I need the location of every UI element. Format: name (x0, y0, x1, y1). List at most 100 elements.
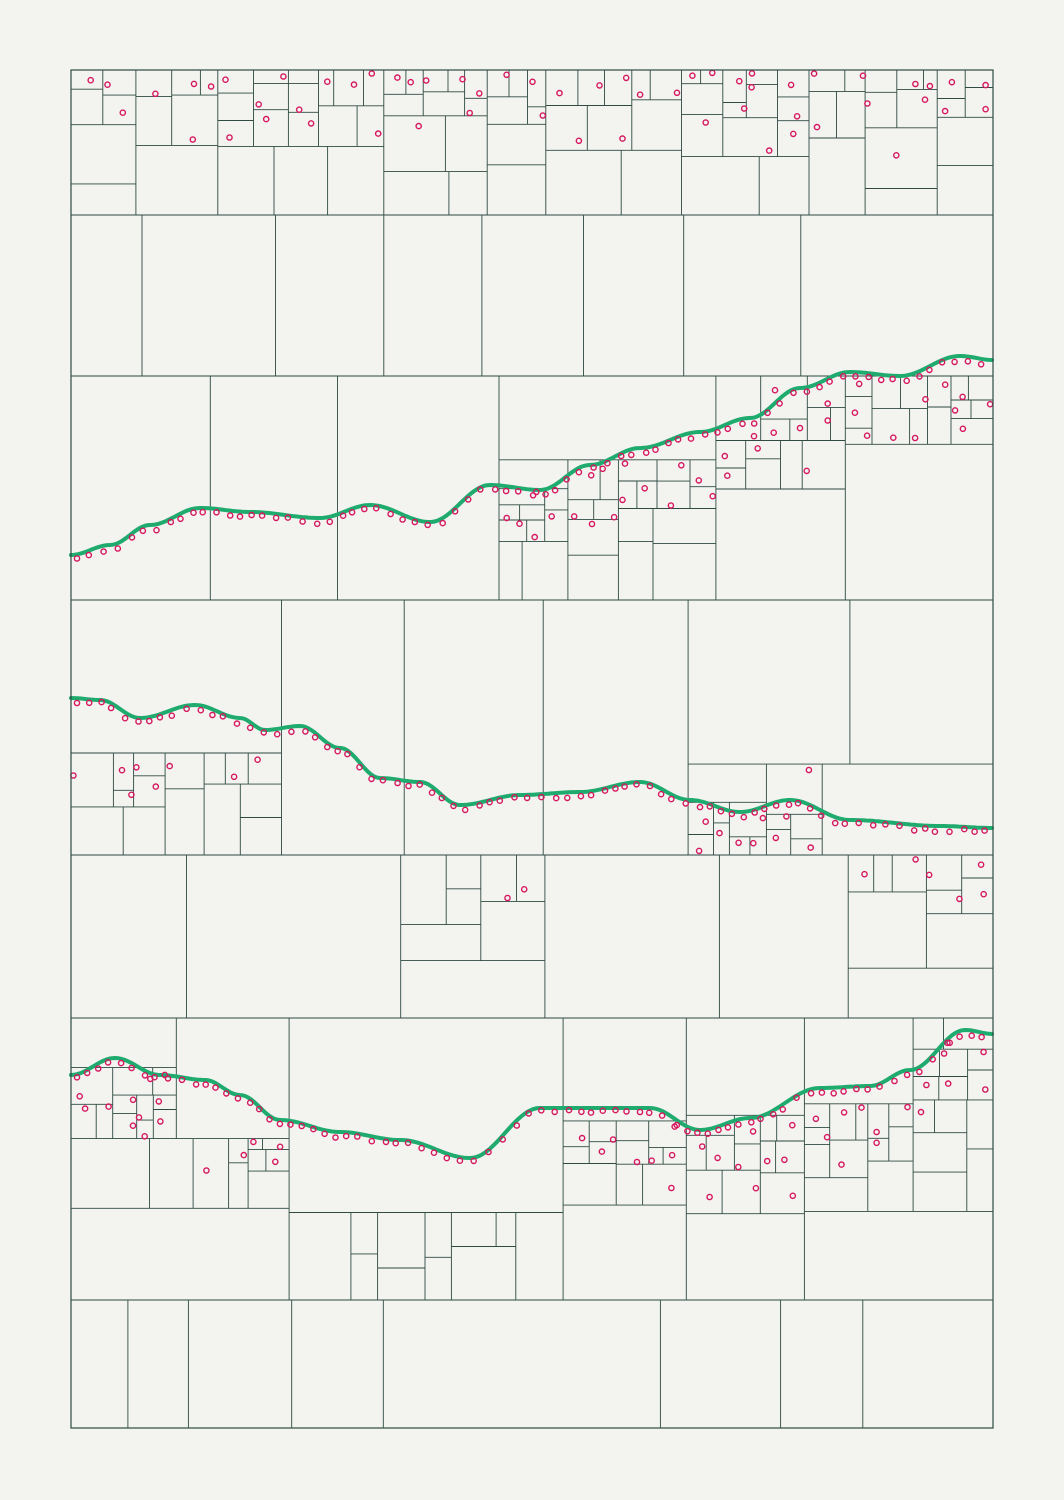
sample-point (121, 714, 129, 722)
frame-border (70, 69, 994, 1429)
sample-point (810, 70, 818, 77)
sample-point (151, 1073, 158, 1081)
sample-point (695, 477, 703, 484)
sample-point (684, 1127, 691, 1135)
sample-point (135, 1114, 143, 1121)
sample-point (157, 1118, 164, 1125)
sample-point (470, 1157, 478, 1165)
sample-point (673, 89, 681, 97)
sample-point (513, 1122, 521, 1129)
sample-point (360, 505, 368, 513)
sample-point (73, 555, 81, 562)
sample-point (623, 1108, 630, 1115)
sample-point (538, 793, 545, 801)
sample-point (636, 91, 644, 98)
sample-point (717, 807, 725, 815)
sample-point (575, 137, 583, 145)
sample-point (601, 787, 609, 794)
sample-point (128, 1064, 135, 1072)
sample-point (350, 81, 358, 88)
sample-point (830, 1090, 838, 1097)
sample-point (207, 83, 215, 90)
sample-point (588, 520, 596, 528)
sample-point (213, 508, 220, 516)
sample-point (889, 375, 896, 383)
sample-point (728, 810, 736, 818)
sample-point (598, 1148, 606, 1155)
sample-point (379, 776, 387, 784)
sample-point (687, 435, 695, 442)
sample-point (382, 1138, 390, 1146)
sample-point (230, 773, 238, 781)
sample-point (824, 400, 832, 407)
sample-point (789, 1121, 796, 1129)
sample-point (841, 820, 849, 828)
sample-point (411, 518, 419, 526)
sample-point (520, 886, 528, 893)
sample-point (348, 508, 356, 516)
sample-point (461, 806, 469, 814)
sample-point (689, 72, 696, 79)
sample-point (982, 105, 989, 113)
sample-point (570, 513, 578, 520)
sample-point (236, 513, 244, 520)
sample-point (556, 89, 563, 97)
sample-point (551, 1108, 559, 1116)
sample-point (266, 1116, 273, 1123)
sample-point (368, 1137, 376, 1145)
sample-point (752, 1184, 760, 1192)
sample-point (694, 1129, 701, 1136)
sample-point (770, 429, 778, 437)
sample-point (619, 135, 626, 142)
sample-point (85, 551, 93, 559)
sample-point (877, 376, 885, 384)
sample-point (826, 378, 833, 385)
sample-point (129, 1096, 137, 1104)
sample-point (735, 1163, 742, 1171)
sample-point (164, 1075, 172, 1082)
sample-point (538, 1107, 545, 1114)
sample-point (464, 496, 472, 503)
sample-point (551, 486, 559, 494)
sample-point (565, 1106, 573, 1114)
sample-point (714, 1154, 721, 1162)
sample-point (931, 828, 939, 836)
sample-point (959, 425, 967, 433)
sample-point (516, 520, 523, 528)
sample-point (428, 789, 436, 797)
sample-point (156, 714, 164, 721)
sample-point (682, 800, 690, 807)
sample-point (129, 1122, 137, 1129)
sample-point (262, 115, 270, 123)
sample-point (772, 834, 780, 842)
sample-point (240, 1151, 248, 1159)
sample-point (971, 828, 978, 836)
sample-point (168, 712, 176, 720)
sample-point (612, 1106, 619, 1114)
sample-point (793, 1094, 800, 1101)
sample-point (135, 718, 142, 725)
sample-point (394, 74, 401, 81)
sample-point (748, 70, 756, 77)
sample-point (491, 486, 499, 493)
sample-point (307, 120, 315, 127)
sample-point (701, 431, 709, 438)
sample-point (609, 1136, 617, 1143)
sample-point (964, 357, 972, 365)
sample-point (823, 1133, 831, 1141)
sample-point (119, 109, 127, 116)
sample-point (183, 705, 190, 713)
sample-point (978, 1033, 985, 1041)
sample-point (114, 545, 122, 552)
sample-point (667, 502, 675, 509)
sample-point (246, 724, 254, 732)
sample-point (706, 1193, 713, 1201)
sample-point (748, 1119, 755, 1126)
sample-point (155, 1098, 163, 1105)
sample-point (763, 1157, 771, 1165)
sample-point (922, 395, 929, 403)
sample-point (858, 1104, 865, 1111)
sample-point (796, 424, 804, 432)
sample-point (645, 1109, 653, 1117)
sample-point (818, 1089, 826, 1096)
